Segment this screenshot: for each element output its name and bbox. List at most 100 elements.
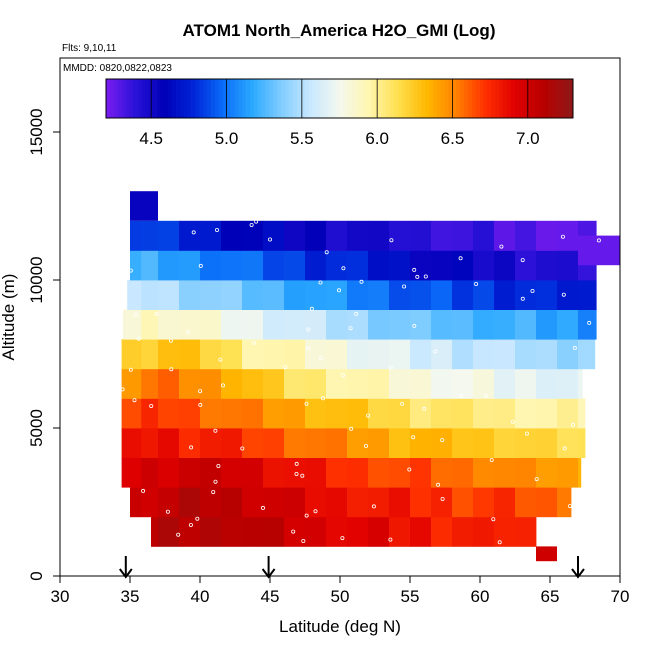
colorbar-segment: [257, 79, 262, 118]
heatmap-cell: [368, 428, 390, 458]
colorbar-segment: [522, 79, 527, 118]
heatmap-cell: [179, 250, 201, 281]
colorbar-segment: [401, 79, 406, 118]
colorbar-segment: [471, 79, 477, 118]
heatmap-cell: [410, 368, 432, 399]
heatmap-cell: [179, 220, 201, 251]
sample-point: [168, 338, 173, 343]
heatmap-cell: [141, 220, 159, 251]
sample-point: [141, 488, 146, 493]
heatmap-cell: [473, 280, 495, 310]
colorbar-segment: [355, 79, 360, 118]
heatmap-cell: [368, 398, 390, 429]
colorbar-segment: [475, 79, 480, 118]
colorbar-segment: [545, 79, 550, 118]
sample-point: [422, 406, 427, 411]
x-tick-label: 55: [401, 587, 420, 606]
colorbar-tick-label: 4.5: [139, 129, 163, 148]
colorbar-segment: [121, 79, 126, 118]
colorbar-segment: [300, 79, 305, 118]
flight-arrow: [261, 556, 276, 579]
sample-point: [306, 346, 311, 351]
colorbar-segment: [537, 79, 543, 118]
colorbar-segment: [479, 79, 484, 118]
heatmap-cell: [284, 280, 306, 310]
heatmap-cell: [410, 280, 432, 310]
heatmap-cell: [263, 280, 285, 310]
colorbar-segment: [421, 79, 426, 118]
colorbar-segment: [106, 79, 111, 118]
sample-point: [198, 389, 203, 394]
heatmap-cell: [389, 457, 411, 488]
heatmap-cell: [305, 516, 327, 547]
heatmap-cell: [179, 280, 201, 310]
sample-point: [349, 426, 354, 431]
colorbar-segment: [253, 79, 259, 118]
heatmap-cell: [473, 220, 495, 251]
flight-arrow: [571, 556, 585, 579]
x-axis: 30 35 40 45 50 55 60 65 70: [51, 576, 629, 606]
heatmap-cell: [347, 487, 369, 518]
heatmap-cell: [347, 368, 369, 399]
sample-point: [596, 238, 601, 243]
sample-point: [359, 279, 364, 284]
colorbar-tick-label: 7.0: [516, 129, 540, 148]
heatmap-cell: [158, 220, 180, 251]
colorbar-tick-label: 6.0: [365, 129, 389, 148]
x-axis-label: Latitude (deg N): [279, 617, 401, 636]
sample-point: [189, 445, 194, 450]
heatmap-cell: [536, 428, 558, 458]
heatmap-cell: [473, 516, 495, 547]
x-tick-label: 40: [191, 587, 210, 606]
heatmap-cell: [578, 280, 597, 310]
heatmap-cell: [410, 516, 432, 547]
sample-point: [474, 281, 479, 286]
heatmap-cell: [305, 457, 327, 488]
sample-point: [211, 490, 216, 495]
heatmap-cell: [179, 398, 201, 429]
sample-point: [489, 457, 494, 462]
heatmap-cell: [141, 339, 159, 370]
heatmap-cell: [200, 516, 222, 547]
heatmap-cell: [389, 220, 411, 251]
heatmap-cell: [368, 516, 390, 547]
sample-point: [407, 467, 412, 472]
sample-point: [169, 367, 174, 372]
colorbar-segment: [417, 79, 422, 118]
heatmap-cell: [473, 457, 495, 488]
heatmap-cell: [263, 368, 285, 399]
heatmap-cell: [221, 309, 243, 340]
colorbar-segment: [467, 79, 473, 118]
sample-point: [389, 238, 394, 243]
heatmap-cell: [242, 339, 264, 370]
heatmap-cell: [221, 398, 243, 429]
heatmap-cell: [242, 280, 264, 310]
colorbar-segment: [491, 79, 496, 118]
colorbar-segment: [432, 79, 438, 118]
colorbar: [106, 79, 574, 118]
colorbar-segment: [335, 79, 340, 118]
heatmap-cell: [452, 250, 474, 281]
sample-point: [128, 367, 133, 372]
colorbar-frame: [105, 78, 574, 119]
heatmap-cell: [284, 487, 306, 518]
colorbar-segment: [125, 79, 130, 118]
sample-point: [291, 529, 296, 534]
colorbar-segment: [281, 79, 286, 118]
heatmap-cell: [536, 250, 558, 281]
sample-point: [300, 473, 305, 478]
colorbar-segment: [172, 79, 177, 118]
heatmap-cell: [536, 368, 558, 399]
heatmap-cell: [473, 309, 495, 340]
heatmap-cell: [494, 457, 516, 488]
heatmap-cell: [578, 457, 582, 488]
heatmap-cell: [158, 368, 180, 399]
colorbar-segment: [374, 79, 379, 118]
heatmap-cell: [121, 398, 142, 429]
sample-point: [133, 312, 138, 317]
sample-point: [440, 438, 445, 443]
sample-point: [491, 517, 496, 522]
colorbar-segment: [436, 79, 441, 118]
heatmap-cell: [515, 309, 537, 340]
colorbar-segment: [502, 79, 508, 118]
